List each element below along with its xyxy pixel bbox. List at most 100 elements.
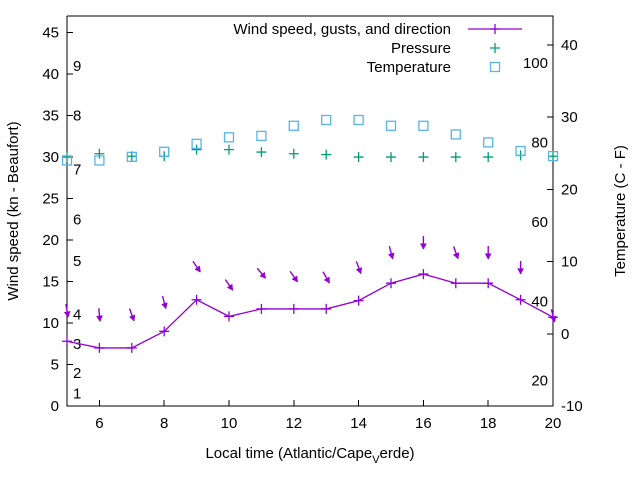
pressure-point — [94, 148, 105, 159]
temperature-point — [385, 120, 397, 131]
temperature-point — [126, 151, 137, 162]
temperature-point — [191, 138, 202, 149]
legend-sample-marker — [490, 24, 500, 34]
wind-speed-point — [126, 342, 137, 353]
y-axis-tick-label: 15 — [42, 274, 59, 291]
wind-direction-arrow — [256, 267, 267, 279]
temperature-point — [483, 137, 494, 148]
fahrenheit-scale-label: 20 — [531, 373, 548, 390]
beaufort-scale-label: 4 — [73, 307, 81, 324]
wind-speed-point — [191, 294, 202, 305]
temperature-point — [94, 155, 105, 166]
temperature-point — [515, 145, 526, 157]
wind-speed-point — [418, 269, 429, 280]
x-axis-tick-label: 20 — [545, 415, 562, 432]
wind-speed-point — [321, 303, 332, 314]
pressure-point — [450, 152, 461, 163]
series-pressure — [62, 144, 558, 163]
temperature-point — [321, 114, 332, 126]
x-axis-tick-label: 16 — [415, 415, 432, 432]
temperature-point — [288, 120, 299, 131]
series-gusts — [63, 236, 557, 323]
beaufort-scale-label: 1 — [73, 386, 81, 403]
pressure-point — [386, 152, 396, 163]
y-axis-tick-label: 0 — [51, 398, 59, 415]
fahrenheit-scale-label: 40 — [531, 293, 548, 310]
wind-direction-arrow — [355, 261, 363, 275]
wind-direction-arrow — [224, 279, 234, 291]
legend-label-0: Wind speed, gusts, and direction — [233, 21, 451, 38]
wind-speed-point — [515, 294, 526, 305]
pressure-point — [62, 152, 72, 163]
wind-speed-point — [94, 342, 105, 353]
y-axis-tick-label: 35 — [42, 108, 59, 125]
y-axis-tick-label: 45 — [42, 25, 59, 42]
pressure-point — [418, 152, 429, 163]
temperature-point — [223, 132, 235, 143]
wind-direction-arrow — [452, 246, 460, 260]
wind-speed-point — [224, 311, 234, 322]
y-axis-tick-label: 40 — [42, 66, 59, 83]
x-axis-tick-label: 14 — [350, 415, 367, 432]
x-axis-tick-label: 6 — [95, 415, 103, 432]
pressure-point — [288, 148, 299, 159]
wind-speed-line — [66, 273, 554, 349]
y-axis-title: Wind speed (kn - Beaufort) — [5, 121, 22, 300]
y2-axis-tick-label: 10 — [561, 254, 578, 271]
axes-group — [66, 15, 554, 407]
y2-axis-tick-label: -10 — [561, 398, 583, 415]
y-axis-tick-label: 20 — [42, 232, 59, 249]
wind-direction-arrow — [289, 270, 299, 283]
wind-direction-arrow — [517, 260, 524, 275]
wind-speed-point — [353, 295, 364, 306]
wind-direction-arrow — [484, 245, 492, 260]
wind-direction-arrow — [128, 308, 136, 322]
wind-speed-point — [450, 278, 461, 289]
temperature-point — [61, 155, 73, 166]
pressure-point — [321, 149, 332, 160]
y-axis-tick-label: 30 — [42, 149, 59, 166]
wind-direction-arrow — [161, 295, 168, 310]
wind-speed-point — [159, 326, 170, 337]
wind-direction-arrow — [63, 304, 71, 318]
beaufort-scale-label: 8 — [73, 108, 81, 125]
beaufort-scale-label: 7 — [73, 162, 81, 179]
legend-label-1: Pressure — [391, 40, 451, 57]
wind-speed-point — [256, 303, 267, 314]
pressure-point — [256, 147, 267, 158]
wind-speed-point — [62, 336, 72, 347]
wind-speed-point — [288, 303, 299, 314]
series-temperature — [61, 114, 559, 166]
temperature-point — [159, 146, 170, 157]
pressure-point — [191, 144, 202, 155]
beaufort-scale-label: 6 — [73, 211, 81, 228]
beaufort-scale-label: 2 — [73, 365, 81, 382]
legend-group: Wind speed, gusts, and direction Pressure… — [233, 21, 522, 76]
wind-direction-arrow — [420, 236, 427, 250]
pressure-point — [548, 151, 558, 162]
temperature-point — [418, 120, 429, 131]
temperature-point — [256, 130, 267, 142]
x-axis-tick-label: 12 — [285, 415, 302, 432]
pressure-point — [483, 152, 494, 163]
y2-axis-tick-label: 30 — [561, 109, 578, 126]
y2-axis-tick-label: 0 — [561, 326, 569, 343]
x-axis-tick-label: 8 — [160, 415, 168, 432]
pressure-point — [224, 144, 234, 155]
x-axis-title: Local time (Atlantic/CapeVerde) — [205, 445, 414, 466]
wind-direction-arrow — [96, 308, 103, 322]
temperature-point — [353, 114, 364, 126]
y2-axis-tick-label: 40 — [561, 37, 578, 54]
wind-speed-point — [483, 278, 494, 289]
fahrenheit-scale-label: 80 — [531, 134, 548, 151]
wind-speed-point — [386, 278, 396, 289]
y-axis-tick-label: 25 — [42, 191, 59, 208]
series-wind — [62, 269, 558, 353]
wind-direction-arrow — [550, 309, 557, 323]
x-axis-tick-label: 10 — [221, 415, 238, 432]
beaufort-scale-label: 3 — [73, 336, 81, 353]
fahrenheit-scale-label: 100 — [523, 55, 548, 72]
